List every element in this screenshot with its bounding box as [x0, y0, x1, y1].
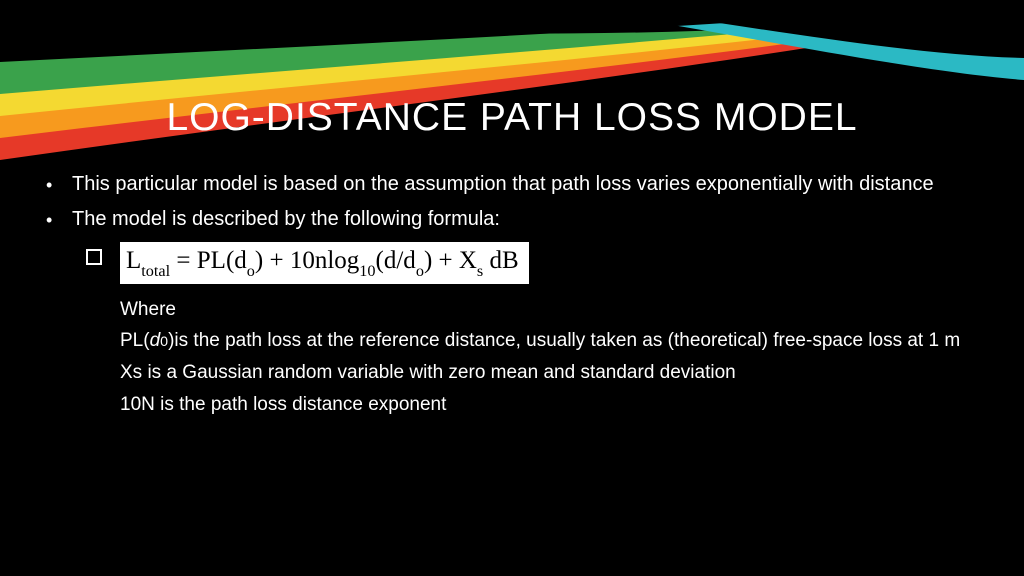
hollow-square-icon — [86, 249, 102, 265]
bullet-text: The model is described by the following … — [72, 207, 976, 232]
bullet-marker-icon: • — [46, 207, 72, 232]
where-line: Xs is a Gaussian random variable with ze… — [120, 361, 976, 385]
formula-container: Ltotal = PL(do) + 10nlog10(d/do) + Xs dB — [120, 242, 529, 284]
where-label: Where — [120, 298, 976, 322]
bullet-item: • This particular model is based on the … — [46, 172, 976, 197]
slide-body: • This particular model is based on the … — [46, 172, 976, 425]
formula-box: Ltotal = PL(do) + 10nlog10(d/do) + Xs dB — [120, 242, 529, 284]
sub-bullet-item: Ltotal = PL(do) + 10nlog10(d/do) + Xs dB — [86, 242, 976, 284]
slide-title: LOG-DISTANCE PATH LOSS MODEL — [0, 96, 1024, 140]
bullet-item: • The model is described by the followin… — [46, 207, 976, 232]
bullet-text: This particular model is based on the as… — [72, 172, 976, 197]
where-line: PL(d0)is the path loss at the reference … — [120, 329, 976, 353]
bullet-marker-icon: • — [46, 172, 72, 197]
where-block: Where PL(d0)is the path loss at the refe… — [120, 298, 976, 417]
where-line: 10N is the path loss distance exponent — [120, 393, 976, 417]
